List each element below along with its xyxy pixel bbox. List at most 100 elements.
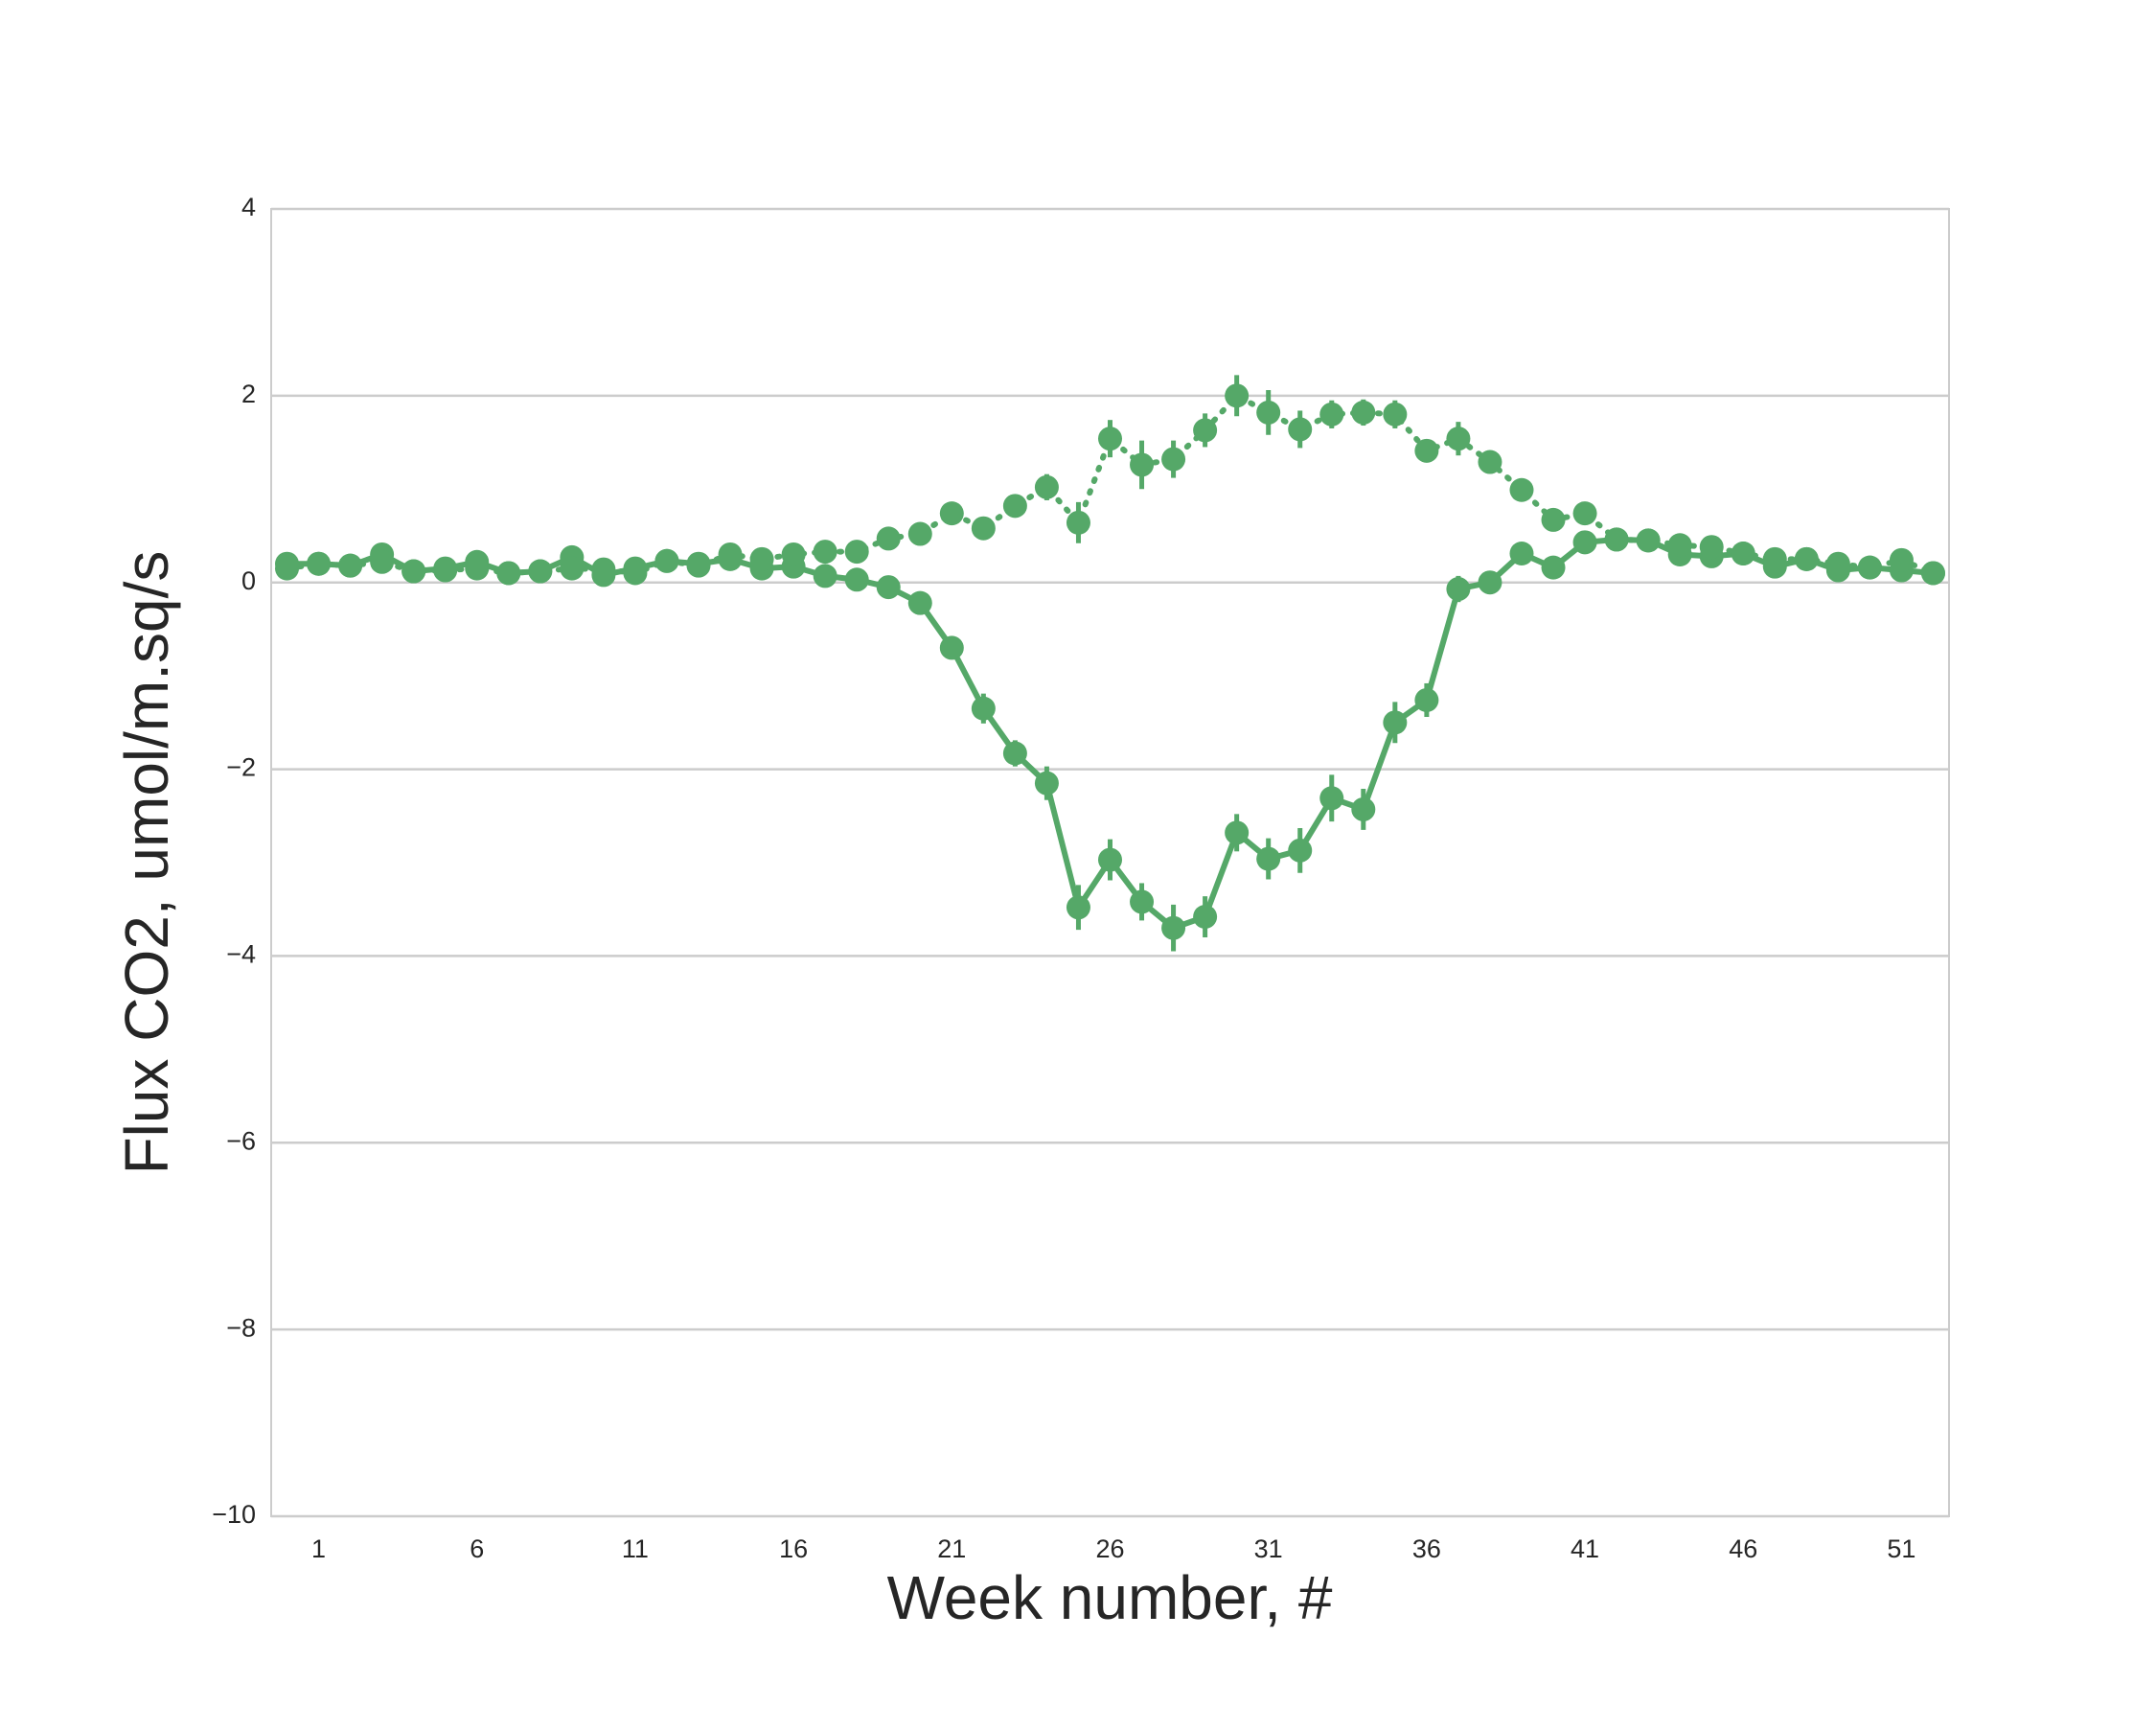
- point: [1731, 542, 1755, 566]
- point: [1066, 895, 1090, 920]
- point: [1383, 710, 1408, 735]
- x-tick-label: 21: [937, 1534, 966, 1563]
- point: [1319, 786, 1344, 811]
- point: [1002, 741, 1027, 766]
- point: [591, 557, 616, 582]
- point: [1636, 528, 1661, 553]
- point: [307, 551, 332, 576]
- x-tick-label: 6: [470, 1534, 484, 1563]
- point: [1446, 577, 1471, 602]
- point: [465, 556, 490, 581]
- point: [1414, 687, 1439, 712]
- point: [1193, 905, 1218, 930]
- point: [1225, 820, 1250, 845]
- marks: [275, 375, 1945, 952]
- point: [971, 516, 996, 541]
- point: [1794, 546, 1819, 571]
- point: [844, 567, 869, 592]
- point: [718, 542, 743, 566]
- point: [1667, 533, 1692, 558]
- point: [1509, 542, 1534, 566]
- point: [907, 590, 932, 615]
- point: [433, 558, 458, 583]
- point: [275, 556, 300, 581]
- x-tick-label: 31: [1254, 1534, 1283, 1563]
- point: [1034, 474, 1059, 499]
- point: [1541, 555, 1566, 580]
- point: [1478, 570, 1502, 595]
- point: [813, 540, 837, 565]
- point: [1478, 450, 1502, 474]
- x-axis-label: Week number, #: [887, 1563, 1333, 1632]
- y-tick-label: −2: [226, 753, 256, 782]
- y-axis-label: Flux CO2, umol/m.sq/s: [112, 551, 181, 1175]
- y-tick-label: −8: [226, 1313, 256, 1342]
- point: [1699, 535, 1724, 560]
- point: [1193, 418, 1218, 443]
- point: [1098, 847, 1122, 872]
- point: [1225, 383, 1250, 408]
- point: [971, 696, 996, 721]
- point: [560, 556, 585, 581]
- point: [1351, 400, 1376, 425]
- point: [1920, 561, 1945, 586]
- x-tick-label: 11: [622, 1534, 649, 1563]
- point: [401, 559, 426, 584]
- point: [939, 635, 964, 660]
- point: [1256, 400, 1281, 425]
- point: [623, 561, 648, 586]
- x-tick-label: 26: [1095, 1534, 1124, 1563]
- point: [876, 526, 901, 551]
- point: [1130, 889, 1155, 914]
- point: [1857, 555, 1882, 580]
- point: [1572, 530, 1597, 555]
- point: [1446, 427, 1471, 451]
- point: [1889, 547, 1914, 572]
- point: [1161, 915, 1186, 940]
- point: [907, 521, 932, 546]
- point: [1034, 771, 1059, 796]
- point: [876, 575, 901, 600]
- point: [1414, 438, 1439, 463]
- y-tick-label: 2: [241, 380, 256, 408]
- point: [813, 564, 837, 588]
- point: [1288, 417, 1313, 442]
- point: [496, 561, 521, 586]
- point: [939, 501, 964, 526]
- x-tick-label: 51: [1887, 1534, 1915, 1563]
- y-tick-label: 0: [241, 566, 256, 595]
- point: [1002, 494, 1027, 519]
- plot-frame: [270, 208, 1950, 1517]
- x-tick-label: 16: [779, 1534, 808, 1563]
- point: [686, 553, 711, 578]
- point: [1351, 796, 1376, 821]
- point: [370, 549, 395, 574]
- point: [1604, 527, 1629, 552]
- point: [1541, 507, 1566, 532]
- point: [1130, 452, 1155, 477]
- y-tick-label: −6: [226, 1126, 256, 1155]
- point: [1066, 510, 1090, 535]
- x-tick-label: 46: [1729, 1534, 1757, 1563]
- y-tick-label: −10: [212, 1500, 256, 1529]
- point: [749, 546, 774, 571]
- x-tick-label: 1: [311, 1534, 326, 1563]
- point: [1256, 846, 1281, 871]
- point: [654, 548, 679, 573]
- point: [781, 542, 806, 566]
- point: [1319, 402, 1344, 427]
- x-tick-label: 36: [1412, 1534, 1441, 1563]
- point: [1762, 546, 1787, 571]
- point: [1383, 402, 1408, 427]
- point: [1509, 477, 1534, 502]
- y-tick-label: 4: [241, 193, 256, 221]
- point: [1161, 447, 1186, 472]
- point: [1572, 501, 1597, 526]
- x-tick-label: 41: [1571, 1534, 1599, 1563]
- y-tick-label: −4: [226, 940, 256, 969]
- point: [1825, 551, 1850, 576]
- point: [528, 559, 553, 584]
- point: [1288, 838, 1313, 863]
